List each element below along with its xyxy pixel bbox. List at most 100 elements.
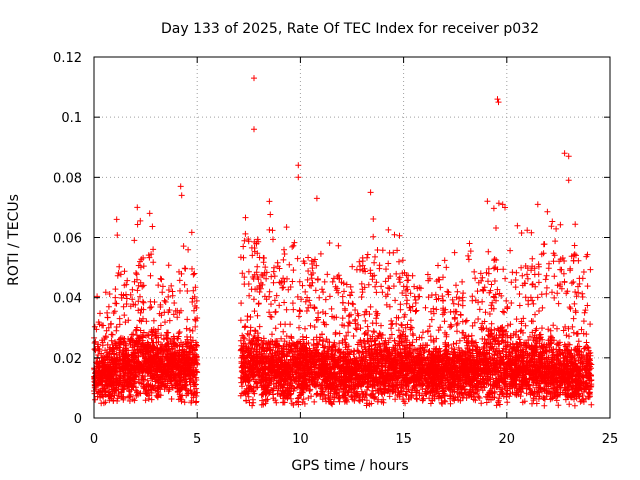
data-point xyxy=(451,249,458,256)
data-point xyxy=(168,282,175,289)
data-point xyxy=(379,289,386,296)
data-point xyxy=(112,300,119,307)
data-point xyxy=(266,358,273,365)
data-point xyxy=(183,371,190,378)
data-point xyxy=(129,286,136,293)
data-point xyxy=(103,327,110,334)
data-point xyxy=(132,371,139,378)
data-point xyxy=(130,331,137,338)
data-point xyxy=(155,353,161,360)
data-point xyxy=(263,354,270,361)
data-point xyxy=(240,243,247,250)
data-point xyxy=(378,283,385,290)
data-point xyxy=(180,367,187,374)
data-point xyxy=(359,258,366,265)
data-point xyxy=(120,338,127,345)
data-point xyxy=(192,359,199,366)
data-point xyxy=(332,329,339,336)
data-point xyxy=(192,284,199,291)
data-point xyxy=(376,262,383,269)
data-point xyxy=(183,355,190,362)
data-point xyxy=(322,296,329,303)
data-point xyxy=(150,343,157,350)
data-point xyxy=(239,270,246,277)
data-point xyxy=(100,400,107,407)
data-point xyxy=(166,363,173,370)
data-point xyxy=(143,318,150,325)
data-point xyxy=(282,321,289,328)
data-point xyxy=(413,307,420,314)
data-point xyxy=(290,306,297,313)
data-point xyxy=(191,354,198,361)
data-point xyxy=(261,293,268,300)
data-point xyxy=(238,300,245,307)
data-point xyxy=(263,275,270,282)
data-point xyxy=(173,342,180,349)
data-point xyxy=(166,356,173,363)
data-point xyxy=(248,354,255,361)
data-point xyxy=(250,374,257,381)
data-point xyxy=(137,347,143,354)
data-point xyxy=(105,324,112,331)
data-point xyxy=(108,320,115,327)
data-point xyxy=(373,279,380,286)
data-point xyxy=(321,278,328,285)
data-point xyxy=(237,317,244,324)
data-point xyxy=(308,282,315,289)
data-point xyxy=(246,331,253,338)
data-point xyxy=(329,278,336,285)
data-point xyxy=(280,328,287,335)
data-point xyxy=(176,329,183,335)
data-point xyxy=(175,353,182,359)
data-point xyxy=(127,303,134,310)
data-point xyxy=(129,336,135,343)
data-point xyxy=(174,335,180,342)
data-point xyxy=(114,232,121,239)
data-point xyxy=(137,217,144,224)
data-point xyxy=(288,334,295,341)
data-point xyxy=(271,297,278,304)
data-point xyxy=(121,268,128,275)
data-point xyxy=(193,342,200,349)
data-point xyxy=(176,363,183,370)
data-point xyxy=(111,308,118,315)
data-point xyxy=(250,358,256,365)
data-point xyxy=(266,226,273,233)
data-point xyxy=(326,293,333,300)
data-point xyxy=(190,368,197,375)
data-point xyxy=(161,297,168,304)
data-point xyxy=(249,252,256,259)
data-point xyxy=(349,263,356,270)
data-point xyxy=(168,337,175,343)
data-point xyxy=(113,357,120,364)
data-point xyxy=(133,387,140,394)
data-point xyxy=(256,343,263,349)
data-point xyxy=(165,340,171,347)
data-point xyxy=(118,389,125,396)
data-point xyxy=(140,263,147,270)
data-point xyxy=(278,335,285,342)
data-point xyxy=(254,346,261,353)
data-point xyxy=(241,281,248,288)
data-point xyxy=(273,351,280,358)
data-point xyxy=(159,283,166,290)
data-point xyxy=(157,341,164,348)
data-point xyxy=(269,339,276,345)
data-point xyxy=(155,364,162,371)
data-point xyxy=(135,262,142,269)
data-point xyxy=(120,292,127,299)
data-point xyxy=(246,376,253,383)
data-point xyxy=(129,396,136,403)
data-point xyxy=(279,284,286,291)
data-point xyxy=(237,374,244,381)
data-point xyxy=(126,393,133,400)
data-point xyxy=(121,312,128,319)
data-point xyxy=(134,221,141,228)
data-point xyxy=(194,315,201,321)
data-point xyxy=(422,304,429,311)
data-point xyxy=(189,344,196,351)
data-point xyxy=(372,253,378,260)
data-point xyxy=(96,321,103,328)
data-point xyxy=(268,301,274,308)
